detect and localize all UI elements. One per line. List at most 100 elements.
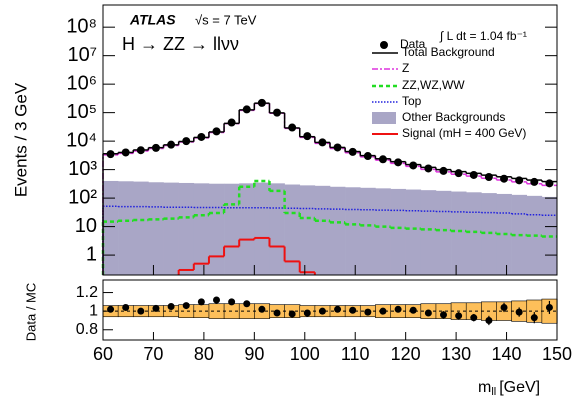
- x-tick-label: 80: [194, 344, 214, 364]
- fill-bin: [133, 181, 149, 275]
- data-point: [545, 179, 554, 188]
- x-tick-label: 110: [341, 344, 370, 364]
- ratio-point: [394, 305, 402, 313]
- ratio-frame: [102, 279, 558, 341]
- legend-label: Data: [400, 37, 426, 51]
- fill-bin: [375, 188, 391, 275]
- ratio-point: [228, 298, 236, 306]
- data-point: [167, 140, 176, 149]
- ratio-point: [258, 305, 266, 313]
- experiment: ATLAS: [129, 12, 176, 28]
- ratio-y-axis-label: Data / MC: [23, 283, 38, 342]
- ratio-point: [152, 304, 160, 312]
- x-tick-label: 120: [391, 344, 421, 364]
- ratio-point: [137, 307, 145, 315]
- legend-label: Signal (mH = 400 GeV): [402, 126, 526, 140]
- fill-bin: [118, 181, 134, 275]
- x-tick-label: 90: [244, 344, 264, 364]
- legend-label: ZZ,WZ,WW: [402, 78, 465, 92]
- x-tick-label: 150: [542, 344, 572, 364]
- ratio-point: [455, 312, 463, 320]
- ratio-point: [545, 303, 553, 311]
- fill-bin: [330, 186, 346, 275]
- data-point: [424, 164, 433, 173]
- fill-bin: [148, 182, 164, 275]
- energy: √s = 7 TeV: [195, 12, 257, 27]
- luminosity: ∫ L dt = 1.04 fb⁻¹: [439, 29, 527, 43]
- fill-bin: [224, 183, 240, 275]
- data-point: [530, 177, 539, 186]
- data-point: [288, 123, 297, 132]
- ratio-point: [167, 303, 175, 311]
- data-point: [197, 132, 206, 141]
- ratio-point: [349, 306, 357, 314]
- y-tick-label: 10²: [68, 186, 97, 208]
- x-label-sub: ll: [491, 386, 496, 398]
- data-point: [257, 98, 266, 107]
- fill-bin: [193, 183, 210, 275]
- data-point: [439, 166, 448, 175]
- data-point: [409, 161, 418, 170]
- fill-bin: [284, 184, 301, 275]
- fill-bin: [254, 182, 270, 275]
- ratio-point: [197, 298, 205, 306]
- fill-bin: [239, 183, 255, 275]
- x-tick-label: 60: [93, 344, 113, 364]
- data-point: [227, 118, 236, 127]
- ratio-point: [485, 316, 493, 324]
- ratio-point: [182, 302, 190, 310]
- legend-label: Z: [402, 61, 409, 75]
- ratio-point: [440, 311, 447, 319]
- fill-bin: [360, 187, 376, 275]
- ratio-point: [334, 305, 342, 313]
- ratio-point: [379, 307, 387, 315]
- ratio-point: [213, 296, 220, 304]
- data-point: [333, 143, 342, 152]
- data-point: [182, 137, 191, 146]
- data-point: [363, 152, 372, 161]
- fill-bin: [178, 182, 195, 275]
- y-tick-label: 10³: [68, 158, 97, 180]
- y-tick-label: 10⁸: [66, 15, 97, 37]
- legend-label: Top: [402, 94, 422, 108]
- ratio-point: [288, 310, 296, 318]
- legend-marker: [372, 112, 396, 124]
- data-point: [212, 127, 221, 136]
- data-point: [348, 147, 357, 156]
- x-label-main: m: [478, 379, 491, 396]
- ratio-point: [470, 314, 478, 322]
- fill-bin: [466, 192, 482, 275]
- data-point: [454, 169, 463, 178]
- data-point: [500, 174, 509, 183]
- y-tick-label: 1: [86, 243, 97, 265]
- legend-label: Other Backgrounds: [402, 110, 505, 124]
- data-point: [151, 143, 160, 152]
- ratio-point: [122, 303, 130, 311]
- fill-bin: [420, 190, 437, 275]
- fill-bin: [314, 185, 331, 275]
- data-point: [136, 146, 145, 155]
- fill-bin: [405, 189, 422, 275]
- plot-frame: [102, 4, 558, 276]
- data-point: [469, 170, 478, 179]
- data-point: [242, 105, 251, 114]
- ratio-point: [243, 300, 251, 308]
- fill-bin: [345, 187, 361, 275]
- x-tick-label: 100: [290, 344, 320, 364]
- y-tick-label: 10⁶: [67, 72, 97, 94]
- ratio-point: [318, 307, 326, 315]
- fill-bin: [435, 190, 452, 275]
- x-axis-label: mll [GeV]: [478, 379, 540, 398]
- fill-bin: [208, 183, 225, 275]
- data-point: [318, 138, 327, 147]
- process: H → ZZ → llνν: [122, 34, 239, 54]
- x-tick-label: 70: [143, 344, 163, 364]
- fill-bin: [299, 185, 316, 275]
- data-point: [515, 176, 524, 185]
- ratio-point: [424, 309, 432, 317]
- ratio-point: [364, 308, 372, 316]
- ratio-point: [107, 305, 115, 313]
- data-point: [484, 173, 493, 182]
- ratio-point: [303, 309, 311, 317]
